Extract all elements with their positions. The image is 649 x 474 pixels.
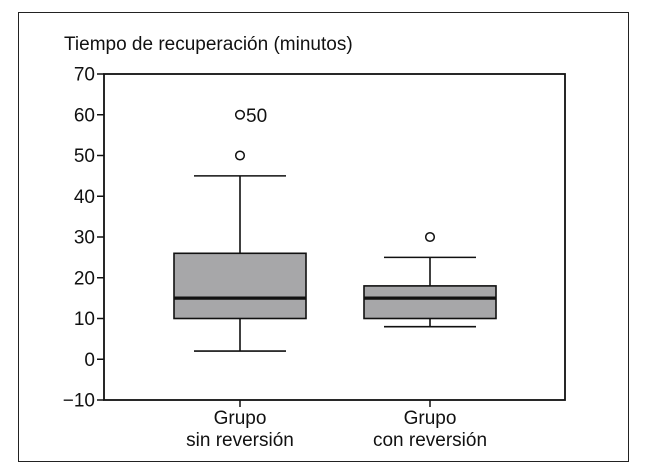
outlier-point	[234, 109, 246, 120]
y-tick-label: 60	[74, 105, 95, 126]
y-tick-label: −10	[63, 391, 95, 412]
x-tick-label-line2: con reversión	[373, 430, 487, 451]
y-tick-label: 70	[74, 65, 95, 86]
outlier-point	[234, 150, 246, 161]
outlier-point	[424, 231, 436, 243]
y-tick-label: 0	[84, 350, 95, 371]
y-tick-label: 40	[74, 187, 95, 208]
x-tick-label-line2: sin reversión	[186, 430, 294, 451]
y-axis: 70 60 50 40 30 20 10 0 −10	[63, 65, 104, 412]
y-tick-label: 30	[74, 228, 95, 249]
iqr-box	[363, 285, 497, 320]
box-series: 50	[173, 106, 497, 352]
plot-area	[103, 73, 566, 401]
y-axis-title: Tiempo de recuperación (minutos)	[64, 34, 353, 55]
figure-frame	[18, 12, 629, 462]
outlier-label: 50	[246, 106, 267, 127]
iqr-box	[173, 252, 307, 320]
y-tick-label: 10	[74, 309, 95, 330]
box-group: 50	[173, 106, 307, 352]
y-tick-label: 20	[74, 268, 95, 289]
x-tick-label-line1: Grupo	[214, 408, 267, 429]
x-tick-label-line1: Grupo	[404, 408, 457, 429]
y-tick-label: 50	[74, 146, 95, 167]
box-group	[363, 231, 497, 328]
